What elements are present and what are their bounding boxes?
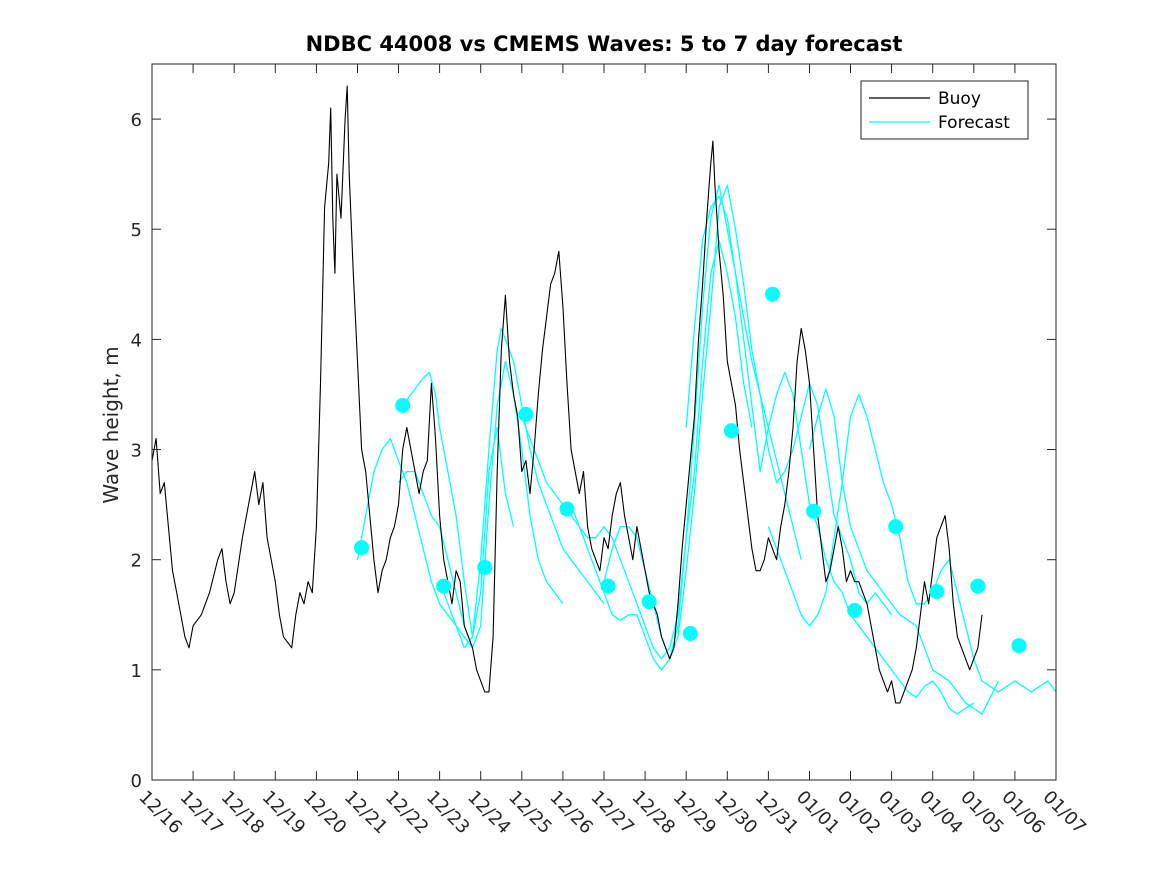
buoy-lines [152, 85, 983, 704]
forecast-marker-2 [436, 578, 452, 594]
forecast-marker-15 [970, 578, 986, 594]
y-tick-label-3: 3 [131, 441, 142, 462]
plot-area [152, 64, 1056, 780]
forecast-marker-3 [477, 559, 493, 575]
forecast-marker-5 [559, 501, 575, 517]
forecast-marker-6 [600, 578, 616, 594]
forecast-series-line-9 [767, 393, 1056, 693]
forecast-series-line-3 [398, 371, 515, 638]
y-tick-label-0: 0 [131, 771, 142, 792]
forecast-marker-8 [682, 626, 698, 641]
forecast-marker-11 [806, 503, 822, 519]
forecast-series-line-2 [397, 360, 564, 649]
buoy-series-line [152, 85, 983, 704]
axes-box [151, 63, 1057, 781]
y-tick-label-5: 5 [131, 220, 142, 241]
legend: Buoy Forecast [860, 80, 1029, 140]
forecast-marker-13 [888, 519, 904, 535]
forecast-series-line-5 [521, 239, 753, 660]
legend-forecast-label: Forecast [938, 113, 1010, 133]
legend-box [860, 80, 1029, 140]
y-tick-label-1: 1 [131, 661, 142, 682]
forecast-lines [356, 184, 1056, 715]
forecast-marker-0 [354, 540, 370, 556]
axis-ticks [151, 64, 1057, 781]
forecast-series-line-10 [808, 388, 1000, 715]
forecast-marker-16 [1011, 638, 1027, 654]
forecast-marker-1 [395, 398, 411, 413]
forecast-marker-12 [847, 602, 863, 618]
forecast-marker-4 [518, 406, 534, 422]
forecast-marker-7 [641, 594, 657, 610]
forecast-markers [354, 286, 1027, 654]
y-axis-label: Wave height, m [99, 346, 123, 503]
y-tick-label-6: 6 [131, 110, 142, 131]
y-tick-label-4: 4 [131, 330, 142, 351]
legend-buoy-label: Buoy [938, 89, 981, 109]
y-tick-label-2: 2 [131, 551, 142, 572]
forecast-series-line-4 [438, 327, 605, 649]
forecast-marker-9 [723, 423, 739, 439]
chart-title: NDBC 44008 vs CMEMS Waves: 5 to 7 day fo… [306, 32, 903, 56]
forecast-marker-14 [929, 584, 945, 600]
y-tick-labels: 0 1 2 3 4 5 6 [131, 110, 142, 792]
forecast-marker-10 [765, 286, 780, 302]
forecast-series-line-1 [356, 437, 474, 649]
